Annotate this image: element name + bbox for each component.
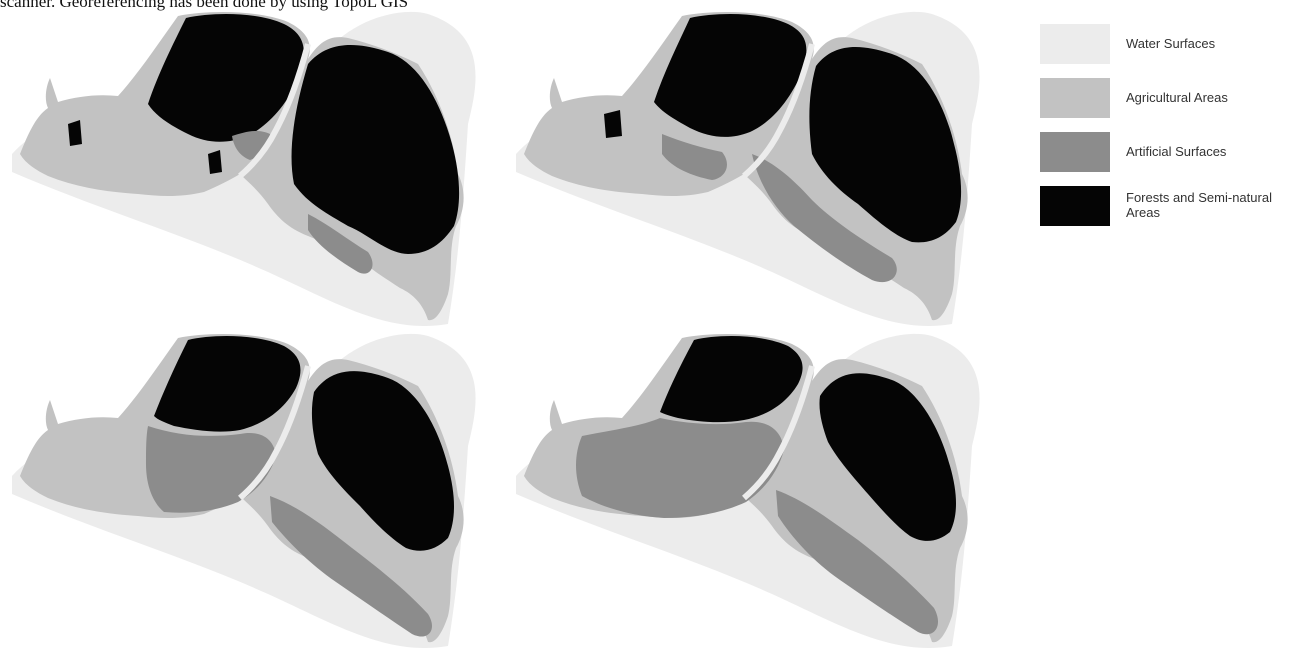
legend-swatch-water [1040,24,1110,64]
legend-label-agricultural: Agricultural Areas [1126,90,1228,105]
artificial-area [232,130,373,274]
legend-item-water: Water Surfaces [1040,24,1290,70]
legend-item-agricultural: Agricultural Areas [1040,78,1290,124]
river [742,43,815,179]
map-legend: Water Surfaces Agricultural Areas Artifi… [1040,24,1290,240]
legend-label-water: Water Surfaces [1126,36,1216,51]
legend-swatch-forest [1040,186,1110,226]
map-4-svg [516,333,980,648]
land-cover-map-3 [8,326,508,656]
land-cover-map-1 [8,4,508,334]
artificial-area [662,134,897,283]
legend-label-artificial: Artificial Surfaces [1126,144,1227,159]
forest-area [154,336,454,551]
legend-item-artificial: Artificial Surfaces [1040,132,1290,178]
forest-area [660,336,956,541]
artificial-area [576,418,939,635]
caption-fragment: scanner. Georeferencing has been done by… [0,0,409,11]
river [238,43,311,179]
legend-label-forest: Forests and Semi-natural Areas [1126,190,1272,220]
legend-swatch-artificial [1040,132,1110,172]
legend-item-forest: Forests and Semi-natural Areas [1040,186,1290,232]
land-cover-map-2 [512,4,1012,334]
forest-area [604,14,962,243]
artificial-area [146,426,433,637]
forest-area [68,14,460,255]
map-3-svg [12,333,476,648]
river [742,365,815,501]
legend-swatch-agricultural [1040,78,1110,118]
land-cover-map-4 [512,326,1012,656]
map-1-svg [12,11,476,326]
river [238,365,311,501]
map-2-svg [516,11,980,326]
